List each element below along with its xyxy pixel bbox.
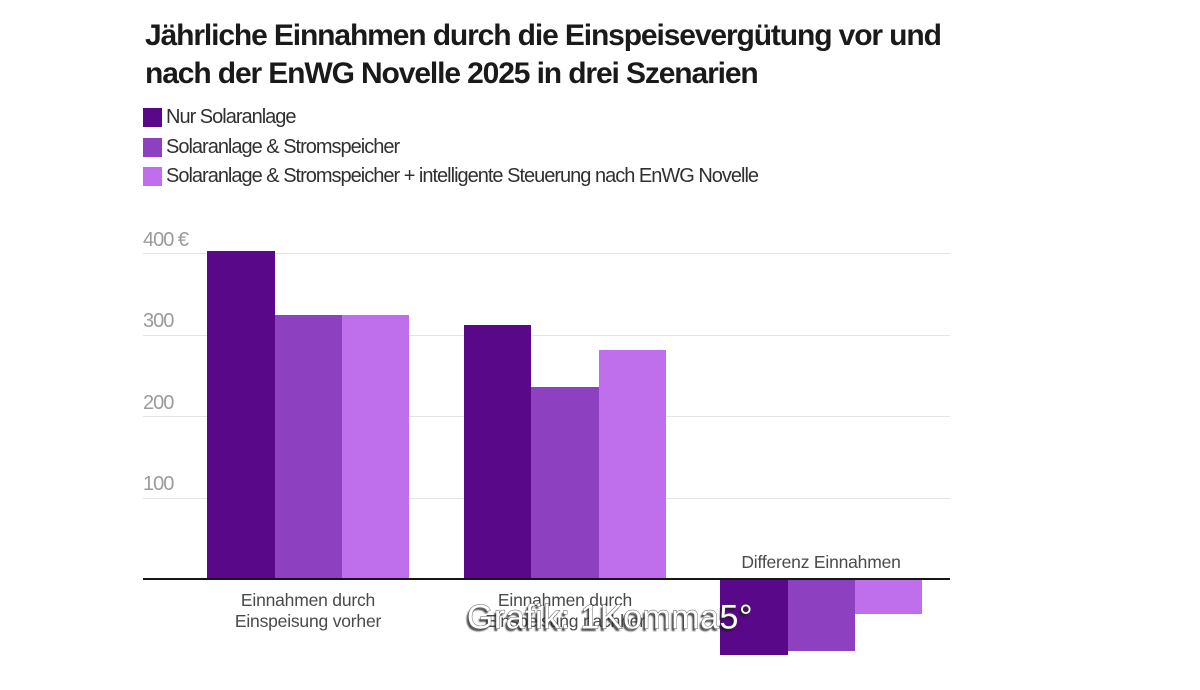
svg-text:Grafik: 1Komma5°: Grafik: 1Komma5° <box>467 598 753 636</box>
svg-text:Grafik: 1Komma5°: Grafik: 1Komma5° <box>465 601 751 639</box>
